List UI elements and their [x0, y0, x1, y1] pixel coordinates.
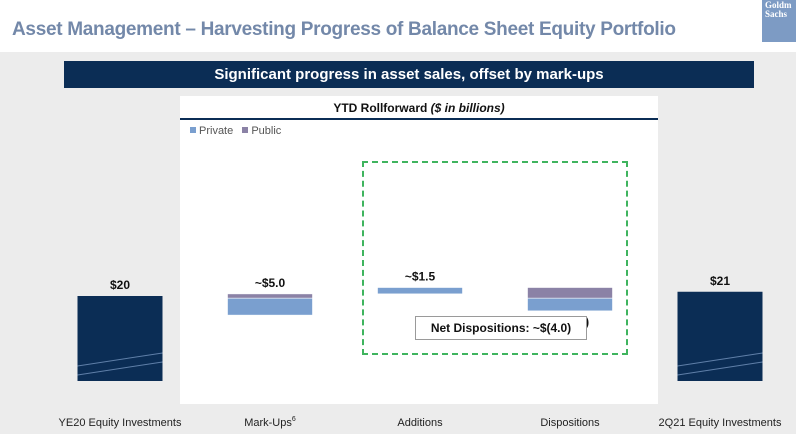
rollforward-title: YTD Rollforward ($ in billions)	[180, 101, 658, 115]
bar-stripe-2q21-equity-investments	[677, 361, 763, 376]
rollforward-rule	[180, 118, 658, 120]
page-title: Asset Management – Harvesting Progress o…	[12, 19, 676, 40]
category-label-dispositions: Dispositions	[540, 417, 600, 429]
legend-item-private: Private	[190, 125, 233, 137]
bar-segment-dispositions-private	[527, 297, 613, 312]
legend-label-private: Private	[199, 125, 234, 137]
bar-ye20-equity-investments	[77, 296, 163, 381]
legend-label-public: Public	[251, 125, 282, 137]
bar-segment-additions-private	[377, 287, 463, 295]
bar-segment-mark-ups-private	[227, 297, 313, 316]
bar-segment-mark-ups-public	[227, 293, 313, 299]
rollforward-title-text: YTD Rollforward	[333, 101, 428, 115]
rollforward-title-unit: ($ in billions)	[430, 101, 505, 115]
legend-swatch-private	[190, 127, 196, 133]
data-label-additions: ~$1.5	[405, 270, 436, 284]
bar-stripe-ye20-equity-investments	[77, 361, 163, 376]
net-dispositions-label: Net Dispositions: ~$(4.0)	[415, 316, 587, 340]
goldman-sachs-logo: Goldm Sachs	[762, 0, 796, 42]
category-label-additions: Additions	[397, 417, 443, 429]
legend-swatch-public	[242, 127, 249, 133]
rollforward-panel	[180, 96, 658, 404]
data-label-2q21-equity-investments: $21	[710, 274, 730, 288]
bar-stripe-ye20-equity-investments	[77, 352, 163, 367]
data-label-ye20-equity-investments: $20	[110, 278, 130, 292]
category-label-mark-ups: Mark-Ups6	[244, 416, 296, 429]
bar-segment-dispositions-public	[527, 287, 613, 299]
chart-legend: Private Public	[190, 125, 287, 137]
category-label-ye20-equity-investments: YE20 Equity Investments	[59, 417, 182, 429]
data-label-mark-ups: ~$5.0	[255, 276, 286, 290]
net-dispositions-box	[362, 161, 628, 355]
header-bar: Asset Management – Harvesting Progress o…	[0, 0, 796, 52]
footnote-marker-mark-ups: 6	[292, 416, 296, 423]
bar-2q21-equity-investments	[677, 291, 763, 381]
category-label-2q21-equity-investments: 2Q21 Equity Investments	[659, 417, 782, 429]
headline-banner: Significant progress in asset sales, off…	[64, 61, 754, 88]
bar-stripe-2q21-equity-investments	[677, 352, 763, 367]
legend-item-public: Public	[242, 125, 281, 137]
